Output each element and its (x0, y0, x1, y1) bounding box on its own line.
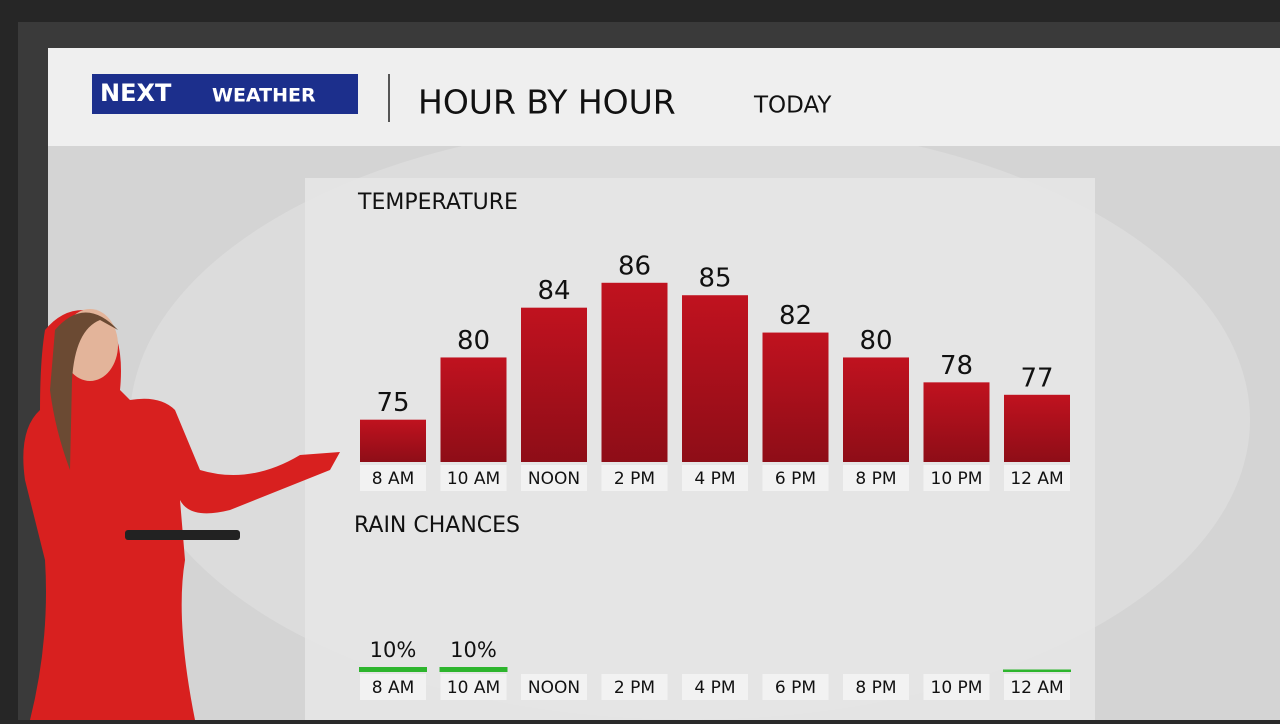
category-box (521, 465, 587, 491)
x-tick-label: 8 AM (372, 678, 415, 698)
x-tick-label: 12 AM (1010, 678, 1063, 698)
x-tick-label: 2 PM (614, 678, 655, 698)
value-label: 80 (457, 326, 490, 356)
chart-title: TEMPERATURE (357, 190, 518, 215)
x-tick-label: 10 PM (931, 469, 983, 489)
category-box (682, 674, 748, 700)
x-tick-label: 2 PM (614, 469, 655, 489)
plots: 8 AM 75 10 AM 80 NOON 84 2 PM 86 4 PM 85 6 PM 82 8 P… (359, 251, 1071, 700)
value-label: 10% (370, 638, 417, 662)
x-tick-label: 4 PM (694, 469, 735, 489)
value-label: 82 (779, 301, 812, 331)
x-tick-label: 10 PM (931, 678, 983, 698)
value-label: 86 (618, 251, 651, 281)
bar (682, 295, 748, 462)
x-tick-label: 6 PM (775, 469, 816, 489)
x-tick-label: 8 PM (855, 469, 896, 489)
category-box (923, 465, 990, 491)
x-tick-label: 8 AM (372, 469, 415, 489)
x-tick-label: 10 AM (447, 469, 500, 489)
category-box (521, 674, 587, 700)
subtitle: TODAY (753, 93, 832, 119)
category-box (923, 674, 990, 700)
bar (1004, 394, 1070, 462)
x-tick-label: 6 PM (775, 678, 816, 698)
bar (1003, 669, 1071, 672)
category-box (601, 465, 668, 491)
bar (843, 357, 909, 462)
category-box (440, 465, 507, 491)
title: HOUR BY HOUR (418, 83, 676, 122)
category-box (440, 674, 507, 700)
bar (601, 282, 668, 462)
value-label: 10% (450, 638, 497, 662)
x-tick-label: 8 PM (855, 678, 896, 698)
x-tick-label: 4 PM (694, 678, 735, 698)
x-tick-label: 12 AM (1010, 469, 1063, 489)
bar (439, 667, 508, 672)
bar (521, 307, 587, 462)
bar (359, 667, 427, 672)
category-box (360, 465, 426, 491)
logo-weather: WEATHER (212, 85, 316, 107)
x-tick-label: NOON (528, 678, 580, 698)
bar (360, 419, 426, 462)
category-box (601, 674, 668, 700)
category-box (360, 674, 426, 700)
x-tick-label: NOON (528, 469, 580, 489)
value-label: 80 (859, 326, 892, 356)
value-label: 84 (537, 276, 570, 306)
category-box (682, 465, 748, 491)
value-label: 85 (698, 264, 731, 294)
value-label: 77 (1020, 363, 1053, 393)
logo-next: NEXT (100, 79, 172, 107)
bar (762, 332, 829, 462)
x-tick-label: 10 AM (447, 678, 500, 698)
chart-title: RAIN CHANCES (354, 513, 520, 538)
category-box (762, 674, 829, 700)
value-label: 75 (376, 388, 409, 418)
presenter (23, 309, 341, 720)
category-box (762, 465, 829, 491)
category-box (1004, 674, 1070, 700)
bar (923, 382, 990, 462)
category-box (843, 674, 909, 700)
value-label: 78 (940, 351, 973, 381)
bar (440, 357, 507, 462)
category-box (1004, 465, 1070, 491)
logo (92, 74, 358, 114)
category-box (843, 465, 909, 491)
